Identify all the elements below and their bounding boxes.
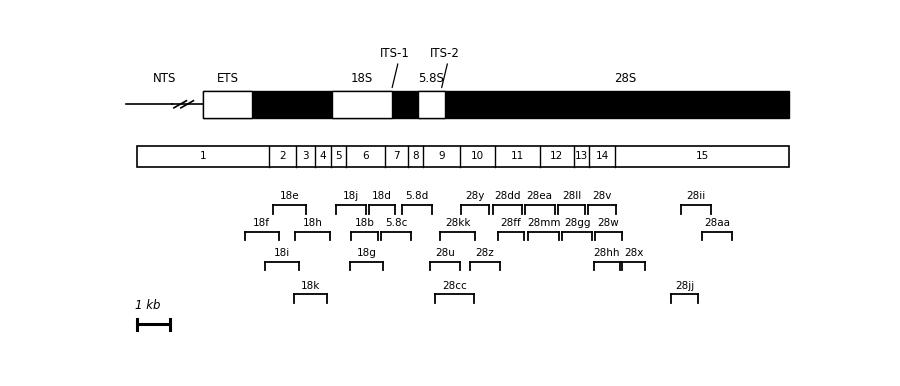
Text: 3: 3 (302, 151, 309, 161)
Bar (203, 91, 789, 118)
Text: 5.8c: 5.8c (385, 218, 407, 228)
Text: 18f: 18f (253, 218, 270, 228)
Text: NTS: NTS (153, 72, 176, 85)
Text: 7: 7 (392, 151, 400, 161)
Text: 1: 1 (200, 151, 206, 161)
Text: 28ll: 28ll (562, 191, 581, 201)
Text: 28kk: 28kk (445, 218, 471, 228)
Text: 28y: 28y (465, 191, 485, 201)
Text: 28u: 28u (435, 248, 454, 258)
Text: 11: 11 (511, 151, 524, 161)
Text: 18k: 18k (301, 281, 320, 291)
Text: 5.8S: 5.8S (418, 72, 445, 85)
Text: 18e: 18e (280, 191, 300, 201)
Bar (418, 91, 445, 118)
Text: 18b: 18b (355, 218, 374, 228)
Text: 4: 4 (320, 151, 327, 161)
Text: 18S: 18S (351, 72, 373, 85)
Text: ETS: ETS (217, 72, 239, 85)
Text: 28mm: 28mm (526, 218, 561, 228)
Text: ITS-2: ITS-2 (429, 47, 459, 60)
Text: 28dd: 28dd (494, 191, 520, 201)
Text: 13: 13 (574, 151, 588, 161)
Text: 18i: 18i (274, 248, 290, 258)
Text: 5.8d: 5.8d (405, 191, 428, 201)
Text: 8: 8 (412, 151, 418, 161)
Text: 28gg: 28gg (564, 218, 590, 228)
Text: 10: 10 (471, 151, 484, 161)
Text: 18j: 18j (343, 191, 359, 201)
Text: 5: 5 (335, 151, 342, 161)
Text: 15: 15 (696, 151, 709, 161)
Text: 18h: 18h (302, 218, 322, 228)
Text: 14: 14 (596, 151, 608, 161)
Text: 9: 9 (438, 151, 445, 161)
Text: 2: 2 (279, 151, 286, 161)
Bar (332, 91, 392, 118)
Text: 28hh: 28hh (593, 248, 620, 258)
Text: 28w: 28w (598, 218, 619, 228)
Text: 28cc: 28cc (442, 281, 466, 291)
Text: 28aa: 28aa (704, 218, 730, 228)
Text: 28ea: 28ea (526, 191, 553, 201)
Text: 28x: 28x (625, 248, 643, 258)
Text: 18d: 18d (372, 191, 392, 201)
Bar (203, 91, 252, 118)
Text: 28ff: 28ff (500, 218, 521, 228)
Text: 18g: 18g (356, 248, 376, 258)
Text: 28jj: 28jj (675, 281, 694, 291)
Text: ITS-1: ITS-1 (380, 47, 410, 60)
Text: 12: 12 (550, 151, 563, 161)
Text: 28z: 28z (475, 248, 494, 258)
Text: 1 kb: 1 kb (135, 299, 160, 312)
Text: 28v: 28v (592, 191, 612, 201)
Text: 28ii: 28ii (687, 191, 706, 201)
Text: 28S: 28S (615, 72, 636, 85)
Text: 6: 6 (362, 151, 369, 161)
Bar (137, 146, 789, 167)
